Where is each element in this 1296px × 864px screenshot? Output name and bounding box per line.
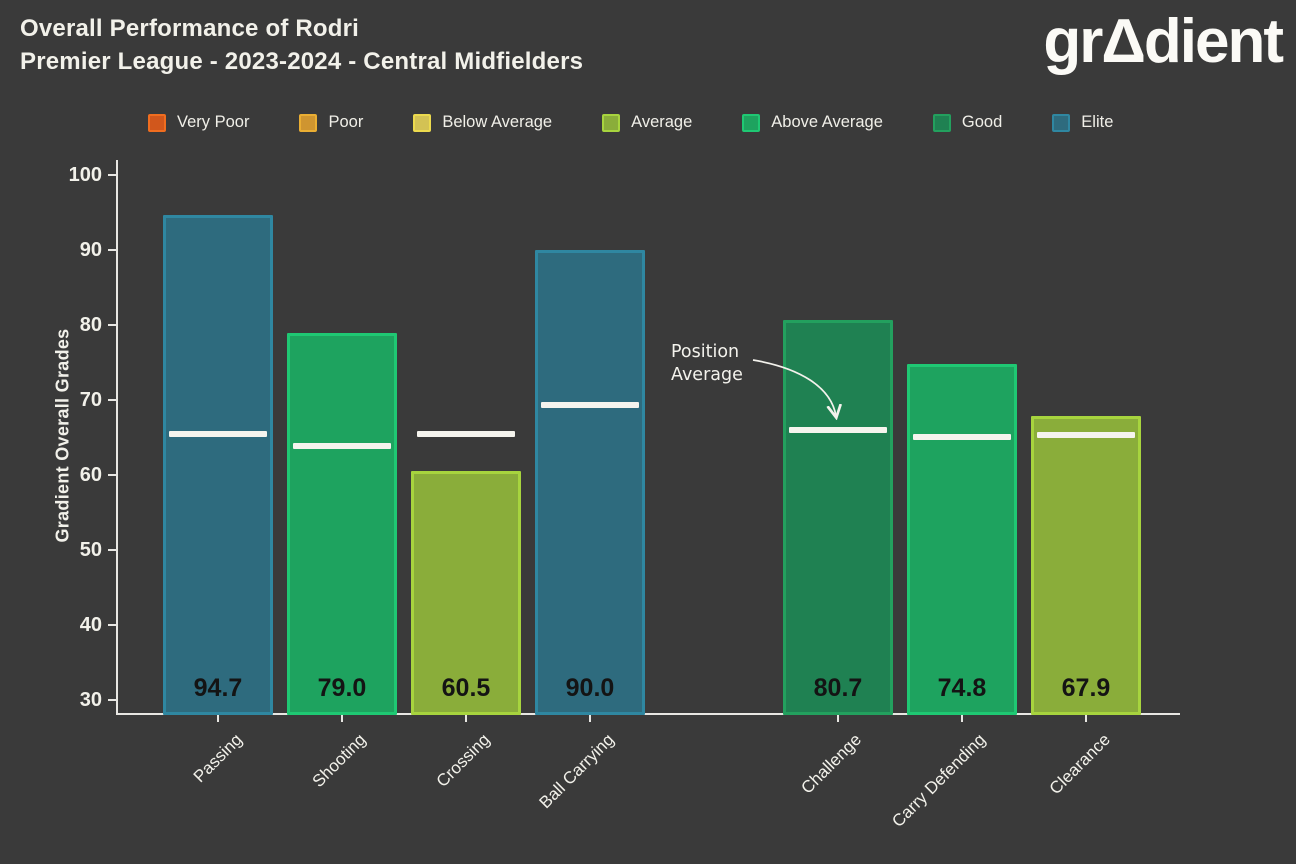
x-tick-mark-challenge <box>837 715 839 722</box>
legend-swatch-above-average <box>742 113 761 132</box>
y-tick-label-30: 30 <box>79 689 102 711</box>
y-tick-label-80: 80 <box>79 314 102 336</box>
y-tick-label-100: 100 <box>68 164 102 186</box>
x-tick-label-text-passing: Passing <box>189 730 246 787</box>
bar-value-label-carry-defending: 74.8 <box>937 674 987 702</box>
bar-carry-defending: 74.8 <box>907 364 1017 715</box>
x-tick-label-text-shooting: Shooting <box>308 730 370 791</box>
bar-value-label-clearance: 67.9 <box>1061 674 1111 702</box>
legend-item-poor: Poor <box>299 113 363 132</box>
legend-swatch-good <box>932 113 951 132</box>
legend-item-elite: Elite <box>1052 113 1113 132</box>
position-average-line-shooting <box>293 442 391 449</box>
x-axis <box>116 713 1180 715</box>
y-tick-mark-50 <box>108 549 116 551</box>
legend-label-below-average: Below Average <box>442 113 553 131</box>
legend-item-below-average: Below Average <box>413 113 552 132</box>
y-tick-mark-40 <box>108 624 116 626</box>
x-tick-mark-clearance <box>1085 715 1087 722</box>
x-tick-label-text-challenge: Challenge <box>797 730 866 798</box>
legend-label-very-poor: Very Poor <box>177 113 250 131</box>
chart-subtitle: Premier League - 2023-2024 - Central Mid… <box>20 48 584 75</box>
y-tick-label-70: 70 <box>79 389 102 411</box>
y-tick-label-90: 90 <box>79 239 102 261</box>
legend-item-average: Average <box>602 113 692 132</box>
legend-item-above-average: Above Average <box>742 113 883 132</box>
position-average-line-passing <box>169 430 267 437</box>
y-tick-mark-80 <box>108 324 116 326</box>
legend-label-elite: Elite <box>1081 113 1114 131</box>
x-tick-label-text-carry-defending: Carry Defending <box>888 730 990 831</box>
y-axis-label: Gradient Overall Grades <box>52 328 73 543</box>
legend-swatch-elite <box>1052 113 1071 132</box>
legend-label-above-average: Above Average <box>771 113 883 131</box>
legend-label-good: Good <box>961 113 1003 131</box>
y-tick-mark-100 <box>108 174 116 176</box>
y-tick-label-60: 60 <box>79 464 102 486</box>
x-tick-mark-shooting <box>341 715 343 722</box>
bar-value-label-crossing: 60.5 <box>441 674 491 702</box>
bar-clearance: 67.9 <box>1031 415 1141 715</box>
bar-crossing: 60.5 <box>411 471 521 715</box>
legend-item-good: Good <box>932 113 1003 132</box>
bar-value-label-passing: 94.7 <box>193 674 243 702</box>
bar-ball-carrying: 90.0 <box>535 250 645 715</box>
x-tick-mark-carry-defending <box>961 715 963 722</box>
bar-value-label-ball-carrying: 90.0 <box>565 674 615 702</box>
x-tick-label-text-ball-carrying: Ball Carrying <box>535 730 618 813</box>
x-tick-label-text-crossing: Crossing <box>432 730 494 791</box>
gradient-logo: grΔdient <box>1043 7 1284 76</box>
position-average-line-ball-carrying <box>541 402 639 409</box>
position-average-line-crossing <box>417 430 515 437</box>
legend-swatch-very-poor <box>148 113 166 132</box>
bar-challenge: 80.7 <box>783 319 893 715</box>
x-tick-mark-ball-carrying <box>589 715 591 722</box>
legend-swatch-below-average <box>413 113 432 132</box>
position-average-line-clearance <box>1037 432 1135 439</box>
position-average-line-challenge <box>789 427 887 433</box>
legend-swatch-poor <box>299 113 318 132</box>
y-tick-mark-90 <box>108 249 116 251</box>
x-tick-mark-crossing <box>465 715 467 722</box>
y-axis <box>116 160 118 715</box>
bar-shooting: 79.0 <box>287 332 397 715</box>
y-tick-label-40: 40 <box>79 614 102 636</box>
x-tick-mark-passing <box>217 715 219 722</box>
y-tick-mark-70 <box>108 399 116 401</box>
position-average-annotation: Position Average <box>671 342 743 385</box>
y-tick-label-50: 50 <box>79 539 102 561</box>
position-average-line-carry-defending <box>913 433 1011 440</box>
y-tick-mark-60 <box>108 474 116 476</box>
legend-item-very-poor: Very Poor <box>148 113 249 132</box>
bar-value-label-shooting: 79.0 <box>317 674 367 702</box>
legend-swatch-average <box>602 113 621 132</box>
bar-value-label-challenge: 80.7 <box>813 674 863 702</box>
y-tick-mark-30 <box>108 699 116 701</box>
x-tick-label-text-clearance: Clearance <box>1045 730 1114 799</box>
chart-title: Overall Performance of Rodri <box>20 15 360 42</box>
legend: Very Poor Poor Below Average Average Above A… <box>148 113 1113 132</box>
chart-title-block: Overall Performance of Rodri Premier Lea… <box>20 12 583 78</box>
bar-passing: 94.7 <box>163 214 273 715</box>
legend-label-poor: Poor <box>328 113 364 131</box>
legend-label-average: Average <box>631 113 693 131</box>
